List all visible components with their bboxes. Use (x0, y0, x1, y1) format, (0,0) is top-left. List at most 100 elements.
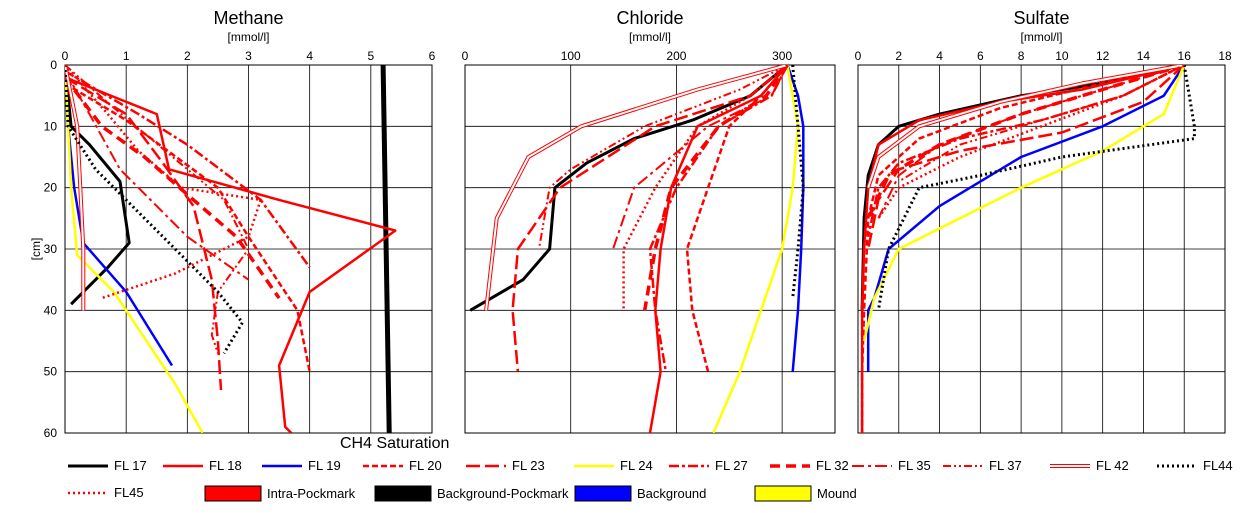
legend-label-fl-18: FL 18 (209, 458, 242, 473)
chloride-panel-series-fl44 (791, 65, 805, 299)
chloride-panel-x-tick: 100 (561, 49, 581, 63)
sulfate-panel-series-fl-35 (877, 65, 1185, 219)
chloride-panel-x-tick: 300 (772, 49, 792, 63)
sulfate-panel-x-tick: 0 (855, 49, 862, 63)
ch4-saturation-label: CH4 Saturation (340, 435, 449, 452)
methane-panel-series (65, 65, 397, 433)
sulfate-panel-series-fl-17 (860, 65, 1185, 311)
legend-item-fl-24: FL 24 (574, 458, 653, 473)
legend-label-fl-35: FL 35 (898, 458, 931, 473)
legend-item-fl44: FL44 (1157, 458, 1233, 473)
legend-label-fl-37: FL 37 (989, 458, 1022, 473)
legend-item-fl-19: FL 19 (262, 458, 341, 473)
legend-label-fl44: FL44 (1203, 458, 1233, 473)
sulfate-panel-series-fl-24 (862, 65, 1186, 342)
legend-patch-label-intra-pockmark: Intra-Pockmark (267, 486, 356, 501)
legend-item-fl-18: FL 18 (163, 458, 242, 473)
chloride-panel-series-fl-18 (648, 65, 789, 433)
sulfate-panel-series (860, 65, 1196, 433)
methane-panel-y-tick: 30 (44, 242, 58, 256)
chloride-panel-title: Chloride (616, 8, 683, 28)
methane-panel-frame (64, 64, 433, 434)
sulfate-panel-title: Sulfate (1013, 8, 1069, 28)
legend-item-fl-37: FL 37 (943, 458, 1022, 473)
legend-patch-swatch-background-pockmark (374, 485, 432, 502)
legend-label-fl-23: FL 23 (512, 458, 545, 473)
sulfate-panel-series-fl-42 (867, 65, 1185, 189)
legend: FL 17 FL 18 FL 19 FL 20 FL 23 FL 24 FL 27 FL 32… (68, 458, 1233, 502)
methane-panel-y-tick: 60 (44, 426, 58, 440)
methane-panel-y-tick: 40 (44, 303, 58, 317)
methane-panel-x-unit: [mmol/l] (228, 30, 270, 44)
sulfate-panel-x-tick: 2 (895, 49, 902, 63)
sulfate-panel-series-fl-27 (866, 65, 1185, 237)
sulfate-panel: Sulfate [mmol/l] 0 2 4 6 8 10 12 14 16 18 (855, 8, 1232, 434)
methane-panel-x-tick: 6 (429, 49, 436, 63)
legend-item-fl-23: FL 23 (466, 458, 545, 473)
legend-item-fl-27: FL 27 (669, 458, 748, 473)
methane-panel-series-fl-37 (65, 65, 250, 354)
methane-panel-title: Methane (213, 8, 283, 28)
chloride-panel-series-fl-32 (642, 65, 789, 311)
legend-label-fl-24: FL 24 (620, 458, 653, 473)
chloride-panel-series-fl-27 (648, 65, 789, 372)
methane-panel-series-fl-23 (65, 76, 223, 391)
chloride-panel-series-fl-17 (469, 65, 789, 312)
chloride-panel-series-fl-23 (511, 65, 789, 372)
chloride-panel-series-fl-42 (485, 65, 788, 311)
methane-panel-series-ch4-saturation (380, 65, 392, 433)
legend-label-fl-32: FL 32 (816, 458, 849, 473)
legend-patch-swatch-background (574, 485, 632, 502)
sulfate-panel-series-fl45 (877, 65, 1185, 219)
methane-panel-series-fl-32 (65, 76, 281, 300)
sulfate-panel-x-unit: [mmol/l] (1021, 30, 1063, 44)
sulfate-panel-x-tick: 18 (1218, 49, 1232, 63)
methane-panel-series-fl-35 (65, 70, 250, 281)
chloride-panel-series-fl-19 (786, 65, 805, 372)
methane-panel-x-tick: 4 (306, 49, 313, 63)
legend-patch-background-pockmark: Background-Pockmark (374, 485, 569, 502)
legend-label-fl-17: FL 17 (114, 458, 147, 473)
methane-panel-x-tick: 2 (184, 49, 191, 63)
chloride-panel-x-tick: 0 (462, 49, 469, 63)
sulfate-panel-x-tick: 12 (1096, 49, 1110, 63)
sulfate-panel-x-tick: 14 (1137, 49, 1151, 63)
sulfate-panel-series-fl-19 (866, 65, 1186, 372)
legend-patch-swatch-intra-pockmark (204, 485, 262, 502)
legend-item-fl-32: FL 32 (770, 458, 849, 473)
legend-patch-label-background-pockmark: Background-Pockmark (437, 486, 569, 501)
legend-item-fl-20: FL 20 (363, 458, 442, 473)
sulfate-panel-series-fl-18 (860, 65, 1185, 433)
legend-patch-mound: Mound (754, 485, 857, 502)
legend-label-fl-27: FL 27 (715, 458, 748, 473)
legend-label-fl45: FL45 (114, 485, 144, 500)
methane-panel-x-tick: 3 (245, 49, 252, 63)
methane-panel-series-fl45 (65, 65, 262, 300)
chloride-panel-series-fl-35 (612, 65, 789, 250)
chloride-panel-x-tick: 200 (666, 49, 686, 63)
methane-panel-series-fl-27 (65, 70, 311, 269)
methane-panel-series-fl-20 (65, 82, 311, 372)
methane-panel-x-tick: 1 (123, 49, 130, 63)
chloride-panel-series-fl-37 (538, 65, 788, 250)
legend-label-fl-20: FL 20 (409, 458, 442, 473)
chloride-panel-series-fl-20 (685, 65, 789, 373)
legend-patch-label-mound: Mound (817, 486, 857, 501)
legend-patch-label-background: Background (637, 486, 706, 501)
legend-label-fl-42: FL 42 (1096, 458, 1129, 473)
chloride-panel-series-fl45 (622, 65, 789, 311)
methane-panel-series-fl-42 (65, 65, 85, 311)
methane-panel-series-fl44 (65, 65, 244, 355)
sulfate-panel-frame (857, 64, 1226, 434)
sulfate-panel-x-tick: 6 (977, 49, 984, 63)
methane-panel-series-fl-18 (65, 76, 397, 433)
methane-panel-x-tick: 0 (62, 49, 69, 63)
methane-panel-series-fl-17 (65, 65, 131, 306)
legend-patch-background: Background (574, 485, 706, 502)
legend-patch-intra-pockmark: Intra-Pockmark (204, 485, 356, 502)
sulfate-panel-series-fl-20 (860, 65, 1185, 433)
sulfate-panel-x-tick: 4 (936, 49, 943, 63)
legend-label-fl-19: FL 19 (308, 458, 341, 473)
methane-panel: Methane[mmol/l]0 1 2 3 4 5 60102030405060[cm]C… (29, 8, 449, 452)
